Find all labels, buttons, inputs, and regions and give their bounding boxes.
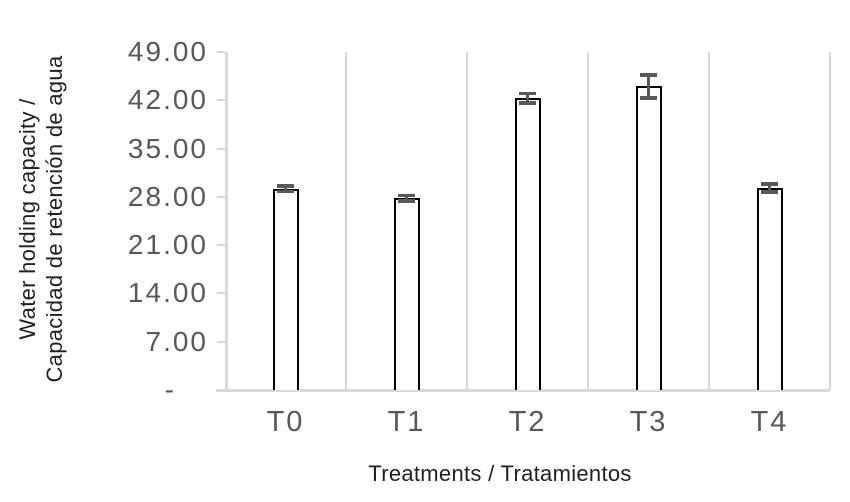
- error-bar-cap-bottom-T4: [761, 190, 778, 194]
- y-tick-mark: [217, 340, 225, 343]
- category-gridline: [828, 52, 832, 390]
- error-bar-cap-bottom-T3: [640, 96, 657, 100]
- category-gridline: [344, 52, 348, 390]
- error-bar-line-T0: [284, 185, 287, 192]
- y-tick-mark: [217, 51, 225, 53]
- y-tick-label: 14.00: [127, 277, 208, 309]
- error-bar-cap-bottom-T0: [277, 189, 294, 194]
- bar-T4: [756, 187, 783, 390]
- y-axis-line: [225, 52, 228, 390]
- y-tick-label: 7.00: [145, 325, 208, 357]
- category-gridline: [465, 52, 469, 390]
- error-bar-cap-top-T2: [519, 91, 536, 96]
- error-bar-cap-top-T1: [398, 193, 415, 198]
- category-label-T3: T3: [629, 406, 668, 438]
- category-label-T2: T2: [508, 406, 547, 438]
- bar-T1: [393, 198, 420, 390]
- error-bar-line-T2: [526, 93, 529, 104]
- y-tick-label: 28.00: [127, 180, 208, 212]
- error-bar-cap-top-T0: [277, 184, 294, 188]
- category-label-T4: T4: [750, 406, 789, 438]
- plot-area: [216, 51, 832, 392]
- bar-T0: [272, 188, 299, 390]
- error-bar-line-T4: [768, 183, 771, 193]
- y-tick-mark: [217, 99, 225, 102]
- category-label-T0: T0: [266, 406, 305, 438]
- y-tick-mark: [217, 147, 225, 150]
- error-bar-cap-bottom-T1: [398, 199, 415, 203]
- y-tick-label: 49.00: [127, 36, 208, 67]
- y-tick-label: 21.00: [127, 229, 208, 261]
- error-bar-cap-top-T3: [640, 73, 657, 77]
- category-gridline: [586, 52, 590, 390]
- y-tick-mark: [217, 292, 225, 295]
- bar-T3: [635, 86, 662, 390]
- y-tick-mark: [217, 195, 225, 198]
- error-bar-cap-top-T4: [761, 182, 778, 186]
- bar-T2: [514, 98, 541, 390]
- y-tick-label: 42.00: [127, 84, 208, 116]
- error-bar-line-T3: [647, 74, 650, 99]
- x-axis-title: Treatments / Tratamientos: [368, 461, 632, 486]
- y-axis-title-line1: Water holding capacity /: [15, 98, 40, 340]
- x-axis-line: [216, 388, 830, 392]
- category-label-T1: T1: [387, 406, 426, 438]
- category-gridline: [707, 52, 711, 390]
- y-tick-label: -: [164, 374, 176, 405]
- y-tick-label: 35.00: [127, 132, 208, 164]
- y-tick-mark: [217, 244, 225, 247]
- error-bar-cap-bottom-T2: [519, 101, 536, 105]
- error-bar-line-T1: [405, 195, 408, 201]
